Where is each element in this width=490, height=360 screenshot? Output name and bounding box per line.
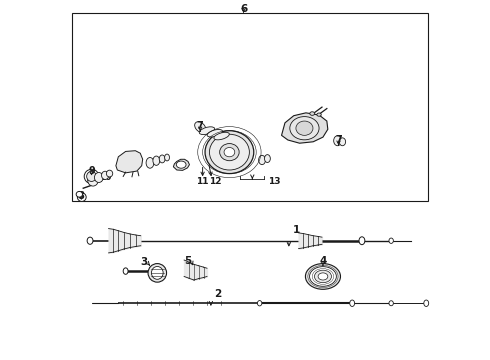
Ellipse shape [350, 300, 355, 306]
Ellipse shape [296, 121, 313, 135]
Ellipse shape [317, 113, 321, 116]
Ellipse shape [101, 171, 109, 180]
Ellipse shape [151, 266, 163, 279]
Ellipse shape [176, 161, 186, 168]
Ellipse shape [159, 155, 165, 163]
Ellipse shape [220, 144, 239, 161]
Ellipse shape [95, 172, 103, 183]
Bar [72, 13, 428, 202]
Ellipse shape [153, 156, 160, 165]
Ellipse shape [389, 301, 393, 306]
Ellipse shape [334, 136, 342, 146]
Ellipse shape [195, 122, 206, 132]
Ellipse shape [87, 171, 97, 181]
Ellipse shape [146, 157, 154, 168]
Ellipse shape [310, 112, 315, 115]
Text: 6: 6 [240, 4, 247, 14]
Ellipse shape [106, 170, 113, 177]
Ellipse shape [259, 156, 266, 165]
Ellipse shape [199, 127, 215, 135]
Polygon shape [116, 151, 143, 173]
Text: 7: 7 [335, 135, 342, 145]
Ellipse shape [209, 134, 249, 170]
Ellipse shape [389, 238, 393, 243]
Ellipse shape [424, 300, 429, 306]
Text: 8: 8 [78, 191, 85, 201]
Text: 7: 7 [197, 121, 203, 131]
Ellipse shape [265, 155, 270, 162]
Polygon shape [282, 113, 328, 143]
Ellipse shape [148, 264, 167, 282]
Ellipse shape [87, 237, 93, 244]
Text: 4: 4 [319, 256, 327, 266]
Ellipse shape [76, 192, 82, 197]
Ellipse shape [257, 301, 262, 306]
Ellipse shape [318, 273, 328, 280]
Text: 5: 5 [184, 256, 192, 266]
Ellipse shape [88, 174, 98, 186]
Ellipse shape [165, 154, 170, 161]
Ellipse shape [310, 267, 336, 286]
Ellipse shape [339, 138, 345, 146]
Text: 2: 2 [215, 289, 222, 299]
Ellipse shape [224, 148, 235, 157]
Ellipse shape [305, 264, 341, 289]
Ellipse shape [205, 131, 254, 174]
Text: 11: 11 [196, 177, 209, 186]
Ellipse shape [290, 117, 319, 140]
Ellipse shape [77, 193, 86, 202]
Text: 13: 13 [268, 177, 280, 186]
Ellipse shape [84, 169, 99, 184]
Text: 3: 3 [141, 257, 148, 267]
Text: 9: 9 [88, 166, 95, 176]
Ellipse shape [214, 132, 229, 140]
Ellipse shape [207, 130, 222, 137]
Text: 10: 10 [99, 174, 111, 183]
Text: 1: 1 [293, 225, 300, 235]
Ellipse shape [359, 237, 365, 245]
Ellipse shape [123, 268, 128, 274]
Text: 12: 12 [210, 177, 222, 186]
Polygon shape [173, 159, 190, 170]
Ellipse shape [315, 270, 331, 283]
